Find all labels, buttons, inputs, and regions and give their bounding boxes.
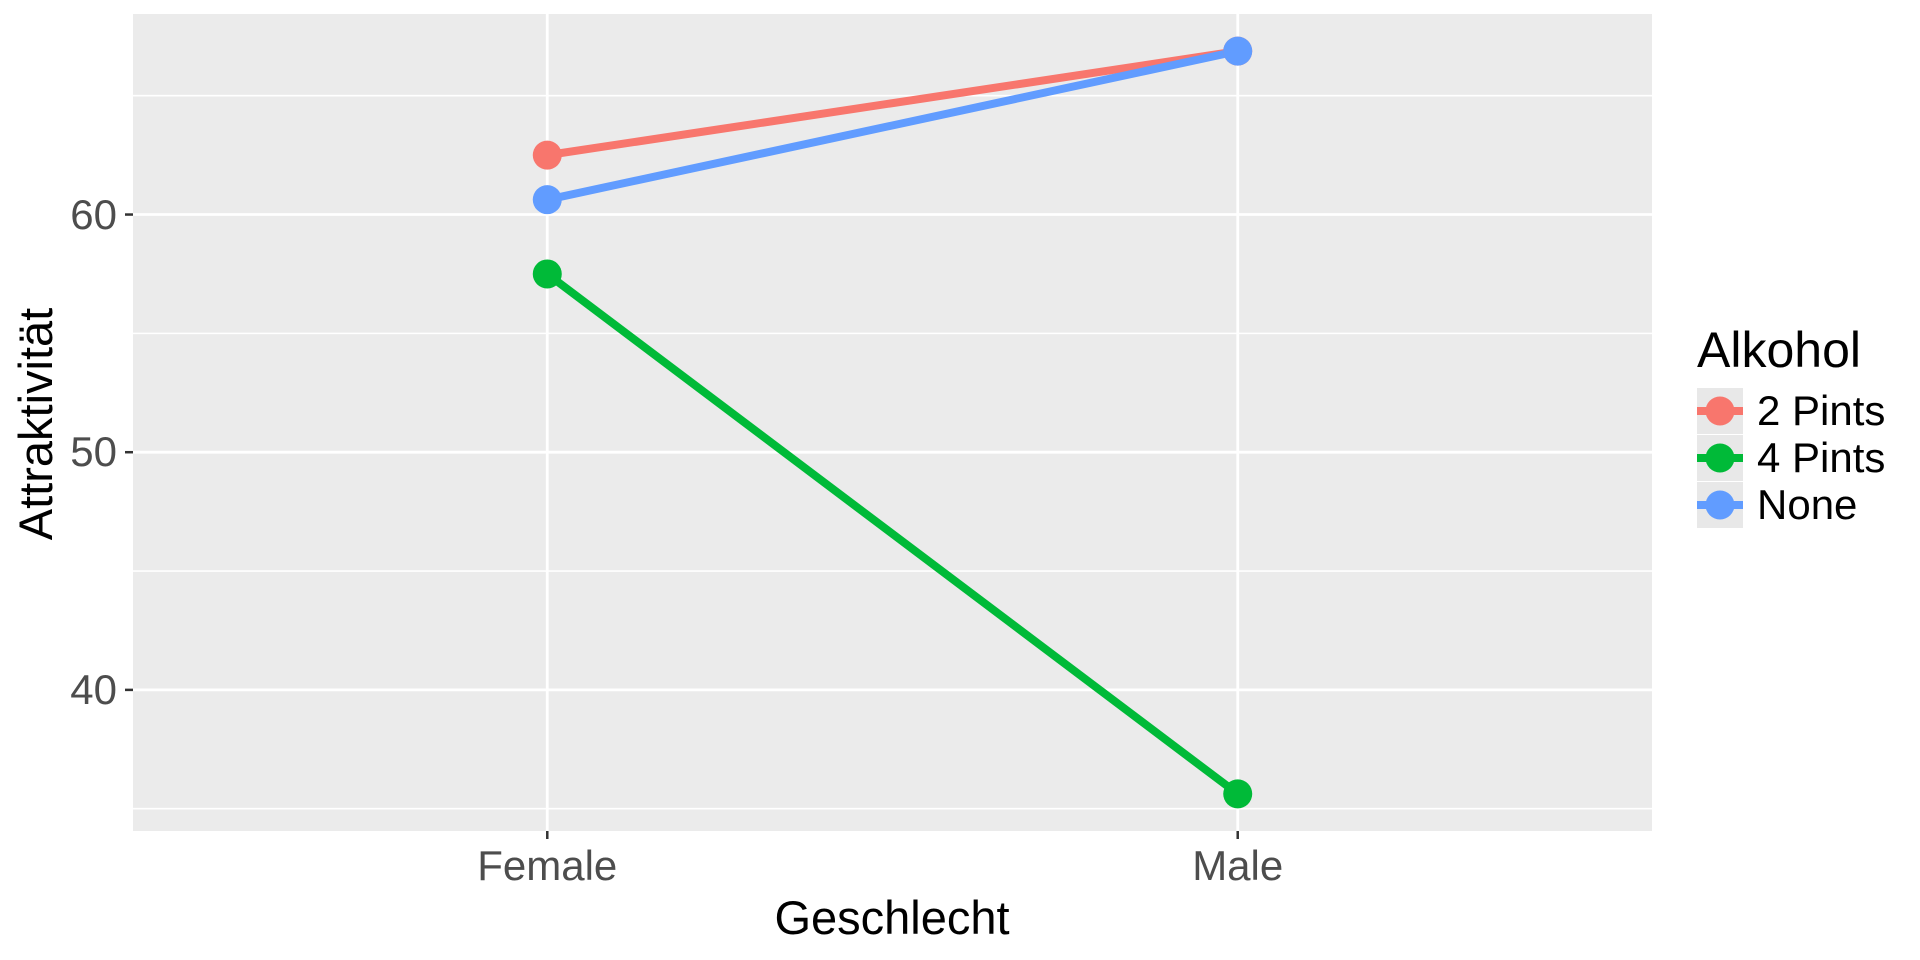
legend-item-label: None <box>1757 481 1858 528</box>
series-line <box>546 47 1239 160</box>
legend-key-point-line-icon <box>1697 481 1743 528</box>
y-tick-label: 50 <box>70 428 117 476</box>
legend-item-label: 4 Pints <box>1757 434 1886 481</box>
x-tick-label: Male <box>1192 842 1284 889</box>
y-tick-label: 40 <box>70 665 117 713</box>
data-point <box>1223 36 1253 66</box>
legend-item-none: None <box>1697 481 1885 528</box>
y-tick-label: 60 <box>70 190 117 238</box>
legend-point-swatch <box>1705 490 1735 519</box>
legend-item-label: 2 Pints <box>1757 387 1886 434</box>
x-tick-label: Female <box>477 842 618 889</box>
x-axis-title: Geschlecht <box>774 891 1010 944</box>
legend-point-swatch <box>1705 443 1735 472</box>
legend-key-point-line-icon <box>1697 434 1743 481</box>
data-point <box>532 140 562 170</box>
data-point <box>532 185 562 215</box>
legend-title: Alkohol <box>1697 322 1861 378</box>
legend: Alkohol 2 Pints 4 Pints None <box>1697 322 1885 528</box>
legend-item-4-pints: 4 Pints <box>1697 434 1885 481</box>
data-point <box>1223 779 1253 809</box>
series-line <box>544 270 1241 798</box>
data-point <box>532 259 562 289</box>
plot-panel <box>133 14 1652 831</box>
legend-item-2-pints: 2 Pints <box>1697 387 1885 434</box>
legend-key-point-line-icon <box>1697 387 1743 434</box>
legend-point-swatch <box>1705 396 1735 425</box>
series-line <box>546 47 1239 204</box>
